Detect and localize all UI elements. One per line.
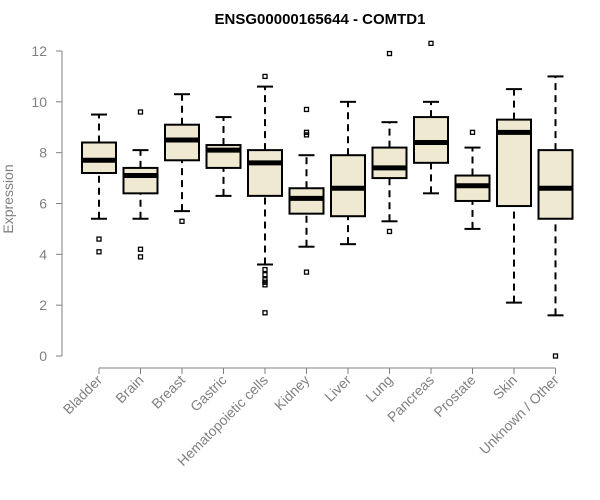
y-tick-label: 0 — [39, 348, 47, 364]
outlier-point — [303, 132, 310, 138]
box-8 — [413, 40, 449, 195]
outlier-point — [137, 254, 144, 260]
outlier-point — [262, 73, 268, 80]
box-2 — [164, 93, 200, 224]
x-tick-label: Prostate — [430, 372, 478, 420]
outlier-point — [262, 282, 268, 288]
x-tick-label: Bladder — [60, 372, 106, 418]
box-body — [288, 187, 325, 215]
y-tick-label: 8 — [39, 145, 47, 161]
x-tick-label: Breast — [148, 372, 188, 412]
box-1 — [122, 109, 159, 260]
y-tick-label: 12 — [31, 43, 47, 59]
outlier-point — [262, 272, 268, 278]
outlier-point — [262, 310, 268, 316]
box-body — [122, 166, 159, 195]
outlier-point — [303, 269, 310, 275]
outlier-point — [552, 353, 559, 359]
box-body — [247, 149, 283, 197]
x-tick-label: Unknown / Other — [476, 372, 562, 458]
box-0 — [81, 113, 117, 255]
box-body — [537, 149, 574, 220]
box-6 — [330, 100, 366, 246]
box-body — [413, 116, 449, 164]
x-tick-label: Lung — [362, 372, 395, 405]
outlier-point — [179, 218, 185, 224]
outlier-point — [96, 249, 102, 255]
outlier-point — [469, 129, 476, 135]
outlier-point — [386, 50, 393, 57]
box-body — [454, 174, 491, 202]
x-tick-label: Skin — [490, 372, 521, 403]
chart-title: ENSG00000165644 - COMTD1 — [215, 11, 426, 28]
outlier-point — [262, 266, 268, 273]
box-body — [81, 141, 117, 174]
box-11 — [537, 75, 574, 359]
y-axis-label: Expression — [0, 164, 16, 233]
y-axis: 0 2 4 6 8 10 12 — [31, 43, 63, 364]
x-tick-label: Brain — [112, 372, 146, 406]
outlier-point — [386, 228, 393, 235]
box-7 — [371, 50, 408, 235]
y-tick-label: 10 — [31, 94, 47, 110]
box-body — [164, 123, 200, 162]
y-tick-label: 4 — [39, 246, 47, 262]
box-body — [330, 154, 366, 218]
outlier-point — [428, 40, 434, 47]
box-5 — [288, 106, 325, 275]
outlier-point — [96, 236, 102, 242]
box-body — [371, 146, 408, 180]
outlier-point — [137, 109, 144, 115]
box-3 — [205, 116, 242, 197]
box-10 — [496, 88, 532, 304]
y-tick-label: 6 — [39, 196, 47, 212]
outlier-point — [303, 106, 310, 113]
box-9 — [454, 129, 491, 230]
outlier-point — [137, 246, 144, 252]
box-series — [81, 40, 574, 359]
y-tick-label: 2 — [39, 297, 47, 313]
x-tick-label: Kidney — [271, 372, 313, 414]
box-4 — [247, 73, 283, 316]
x-tick-label: Liver — [321, 372, 354, 405]
